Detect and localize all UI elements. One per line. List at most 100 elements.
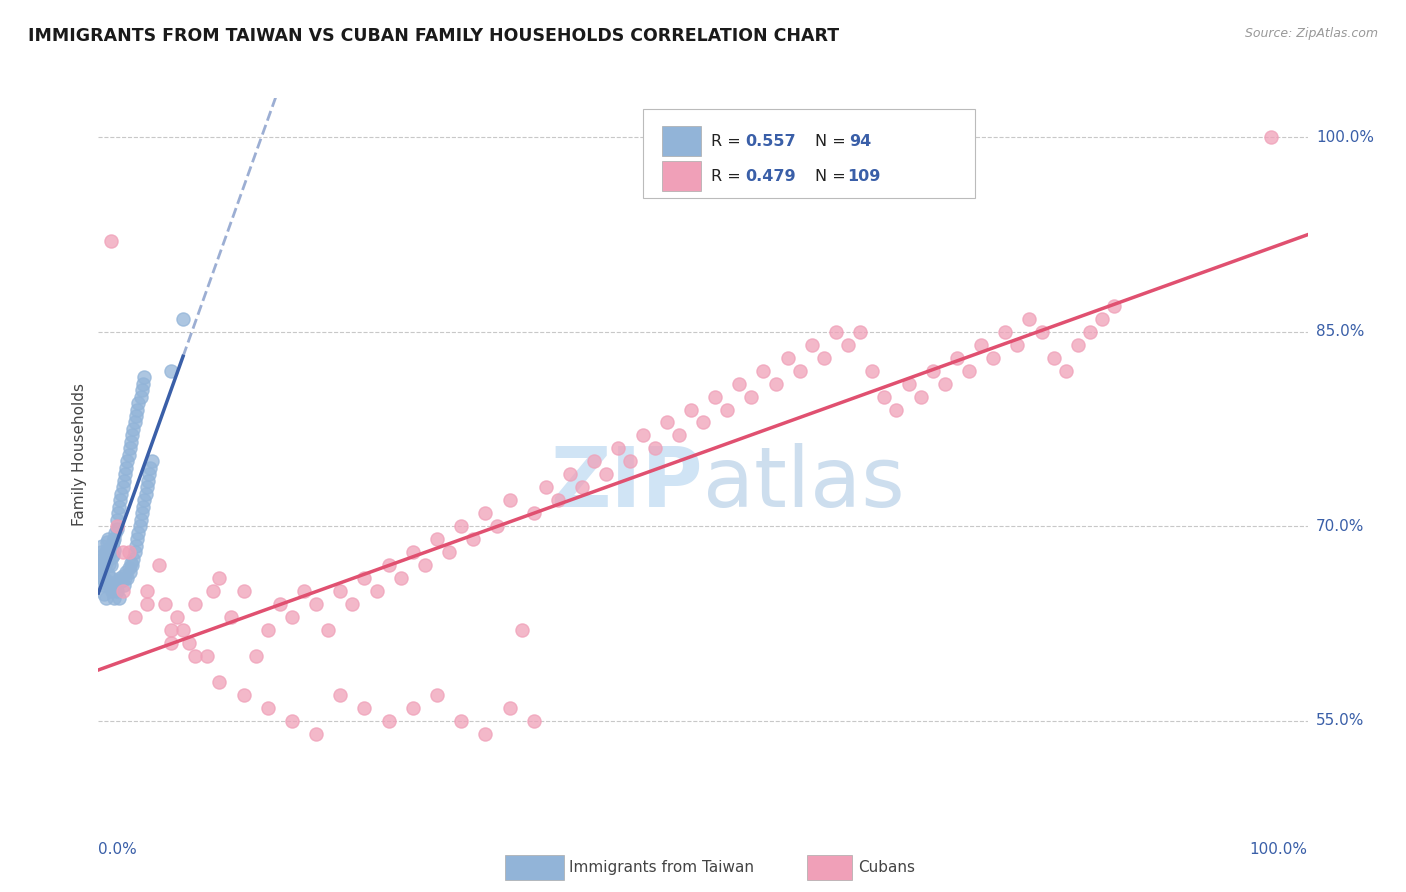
Point bbox=[104, 525, 127, 540]
Point bbox=[96, 574, 118, 588]
Text: Immigrants from Taiwan: Immigrants from Taiwan bbox=[569, 860, 755, 874]
Point bbox=[195, 648, 218, 663]
Point bbox=[135, 597, 157, 611]
Text: 55.0%: 55.0% bbox=[1316, 714, 1364, 729]
Point bbox=[97, 533, 120, 547]
Point bbox=[1102, 299, 1125, 313]
Point bbox=[316, 623, 339, 637]
Point bbox=[486, 519, 509, 533]
Point bbox=[104, 577, 127, 591]
Y-axis label: Family Households: Family Households bbox=[72, 384, 87, 526]
Point bbox=[704, 390, 727, 404]
Point bbox=[232, 688, 254, 702]
Point bbox=[789, 363, 811, 377]
Point bbox=[463, 533, 485, 547]
Point bbox=[1091, 311, 1114, 326]
Point bbox=[607, 442, 630, 456]
Point bbox=[305, 727, 328, 741]
Point bbox=[558, 467, 581, 482]
Point bbox=[107, 506, 129, 520]
Point bbox=[118, 561, 141, 575]
Text: 0.479: 0.479 bbox=[745, 169, 796, 184]
Point bbox=[114, 467, 136, 482]
Point bbox=[1260, 130, 1282, 145]
FancyBboxPatch shape bbox=[662, 126, 700, 156]
Point bbox=[221, 610, 243, 624]
Point bbox=[111, 584, 134, 599]
Point bbox=[94, 545, 117, 559]
Point bbox=[631, 428, 654, 442]
Point bbox=[534, 480, 557, 494]
Point bbox=[160, 623, 183, 637]
Point bbox=[353, 571, 375, 585]
Point bbox=[160, 636, 183, 650]
Point bbox=[94, 556, 117, 570]
Point bbox=[897, 376, 920, 391]
Point bbox=[813, 351, 835, 365]
Point bbox=[117, 454, 139, 468]
Point bbox=[342, 597, 364, 611]
Point bbox=[107, 574, 129, 588]
Point bbox=[873, 390, 896, 404]
Point bbox=[122, 422, 145, 436]
Point bbox=[329, 688, 352, 702]
Point bbox=[93, 571, 115, 585]
Point bbox=[91, 551, 114, 566]
Point bbox=[115, 461, 138, 475]
Point bbox=[103, 591, 125, 605]
Point bbox=[120, 556, 142, 570]
Point bbox=[184, 648, 207, 663]
Point bbox=[125, 539, 148, 553]
Point bbox=[121, 558, 143, 573]
Text: Cubans: Cubans bbox=[858, 860, 915, 874]
Point bbox=[305, 597, 328, 611]
Point bbox=[366, 584, 388, 599]
Point bbox=[101, 548, 124, 562]
Text: R =: R = bbox=[711, 169, 747, 184]
Point bbox=[118, 565, 141, 579]
Text: N =: N = bbox=[815, 134, 851, 149]
Point bbox=[128, 519, 150, 533]
Point bbox=[655, 416, 678, 430]
Point bbox=[571, 480, 593, 494]
Point bbox=[90, 558, 112, 573]
Point bbox=[679, 402, 702, 417]
Point bbox=[132, 376, 155, 391]
Point bbox=[716, 402, 738, 417]
Point bbox=[108, 500, 131, 514]
Point bbox=[124, 545, 146, 559]
Point bbox=[117, 571, 139, 585]
Point bbox=[644, 442, 666, 456]
Point bbox=[153, 597, 176, 611]
Point bbox=[426, 688, 449, 702]
Point bbox=[89, 565, 111, 579]
Point bbox=[108, 493, 131, 508]
Point bbox=[910, 390, 932, 404]
Point bbox=[245, 648, 267, 663]
Point bbox=[389, 571, 412, 585]
Point bbox=[232, 584, 254, 599]
Point bbox=[103, 542, 125, 557]
Point bbox=[547, 493, 569, 508]
Point bbox=[100, 571, 122, 585]
Point bbox=[100, 541, 122, 556]
Point bbox=[100, 558, 122, 573]
Point bbox=[1054, 363, 1077, 377]
Point bbox=[377, 558, 399, 573]
Point bbox=[752, 363, 775, 377]
Point bbox=[619, 454, 641, 468]
Point bbox=[172, 311, 194, 326]
Point bbox=[474, 506, 496, 520]
Point bbox=[1067, 337, 1090, 351]
Point bbox=[1018, 311, 1040, 326]
Point bbox=[131, 383, 153, 397]
Point bbox=[377, 714, 399, 728]
Point bbox=[994, 325, 1017, 339]
Point bbox=[91, 577, 114, 591]
Point bbox=[105, 584, 128, 599]
Point bbox=[134, 370, 156, 384]
Point bbox=[93, 587, 115, 601]
Point bbox=[523, 714, 546, 728]
Point bbox=[849, 325, 872, 339]
Point bbox=[98, 547, 121, 561]
